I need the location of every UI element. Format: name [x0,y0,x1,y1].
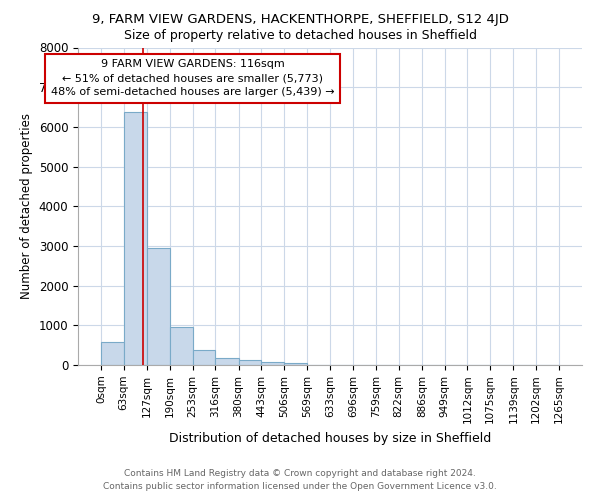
Text: Size of property relative to detached houses in Sheffield: Size of property relative to detached ho… [124,29,476,42]
Bar [101,342,124,365]
X-axis label: Distribution of detached houses by size in Sheffield: Distribution of detached houses by size … [169,432,491,445]
Text: 9, FARM VIEW GARDENS, HACKENTHORPE, SHEFFIELD, S12 4JD: 9, FARM VIEW GARDENS, HACKENTHORPE, SHEF… [92,12,508,26]
Bar [239,360,262,365]
Text: Contains HM Land Registry data © Crown copyright and database right 2024.
Contai: Contains HM Land Registry data © Crown c… [103,470,497,491]
Bar [262,362,284,365]
Bar [170,326,193,365]
Bar [215,358,239,365]
Y-axis label: Number of detached properties: Number of detached properties [20,114,33,299]
Bar [147,248,170,365]
Bar [193,350,215,365]
Bar [124,112,147,365]
Bar [284,363,307,365]
Text: 9 FARM VIEW GARDENS: 116sqm
← 51% of detached houses are smaller (5,773)
48% of : 9 FARM VIEW GARDENS: 116sqm ← 51% of det… [51,60,334,98]
